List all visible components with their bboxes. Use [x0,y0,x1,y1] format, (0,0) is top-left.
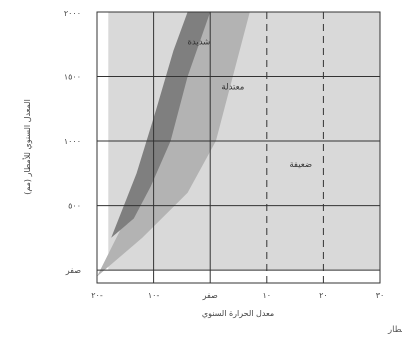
y-tick-label: ٥٠٠ [68,202,81,211]
region-labels: شديدة معتدلة ضعيفة [187,37,312,170]
region-label: ضعيفة [289,160,312,170]
y-tick-labels: صفر ٥٠٠ ١٠٠٠ ١٥٠٠ ٢٠٠٠ [64,9,81,275]
x-tick-label: ١٠- [148,291,160,300]
x-tick-label: ٢٠ [319,291,328,300]
y-tick-label: ١٠٠٠ [64,137,81,146]
x-axis-title: معدل الحرارة السنوي [202,309,274,318]
region-label: معتدلة [221,82,244,92]
x-tick-label: صفر [202,291,218,300]
gridlines [97,12,380,283]
plot-frame [96,11,381,284]
x-tick-label: ٢٠- [91,291,103,300]
region-label: شديدة [187,37,210,47]
y-axis-title: المعدل السنوي للأمطار (مم) [22,99,32,195]
y-tick-label: ٢٠٠٠ [64,9,81,18]
x-tick-label: ٣٠ [376,291,385,300]
y-tick-label: صفر [65,266,81,275]
x-tick-labels: ٢٠- ١٠- صفر ١٠ ٢٠ ٣٠ [91,291,384,300]
regions [97,12,380,277]
y-tick-label: ١٥٠٠ [64,73,81,82]
x-tick-label: ١٠ [263,291,272,300]
figure-caption: الشكل رقم (٣ - ١٥): العلاقة بين التعرية … [387,324,402,335]
region-2 [111,12,211,238]
